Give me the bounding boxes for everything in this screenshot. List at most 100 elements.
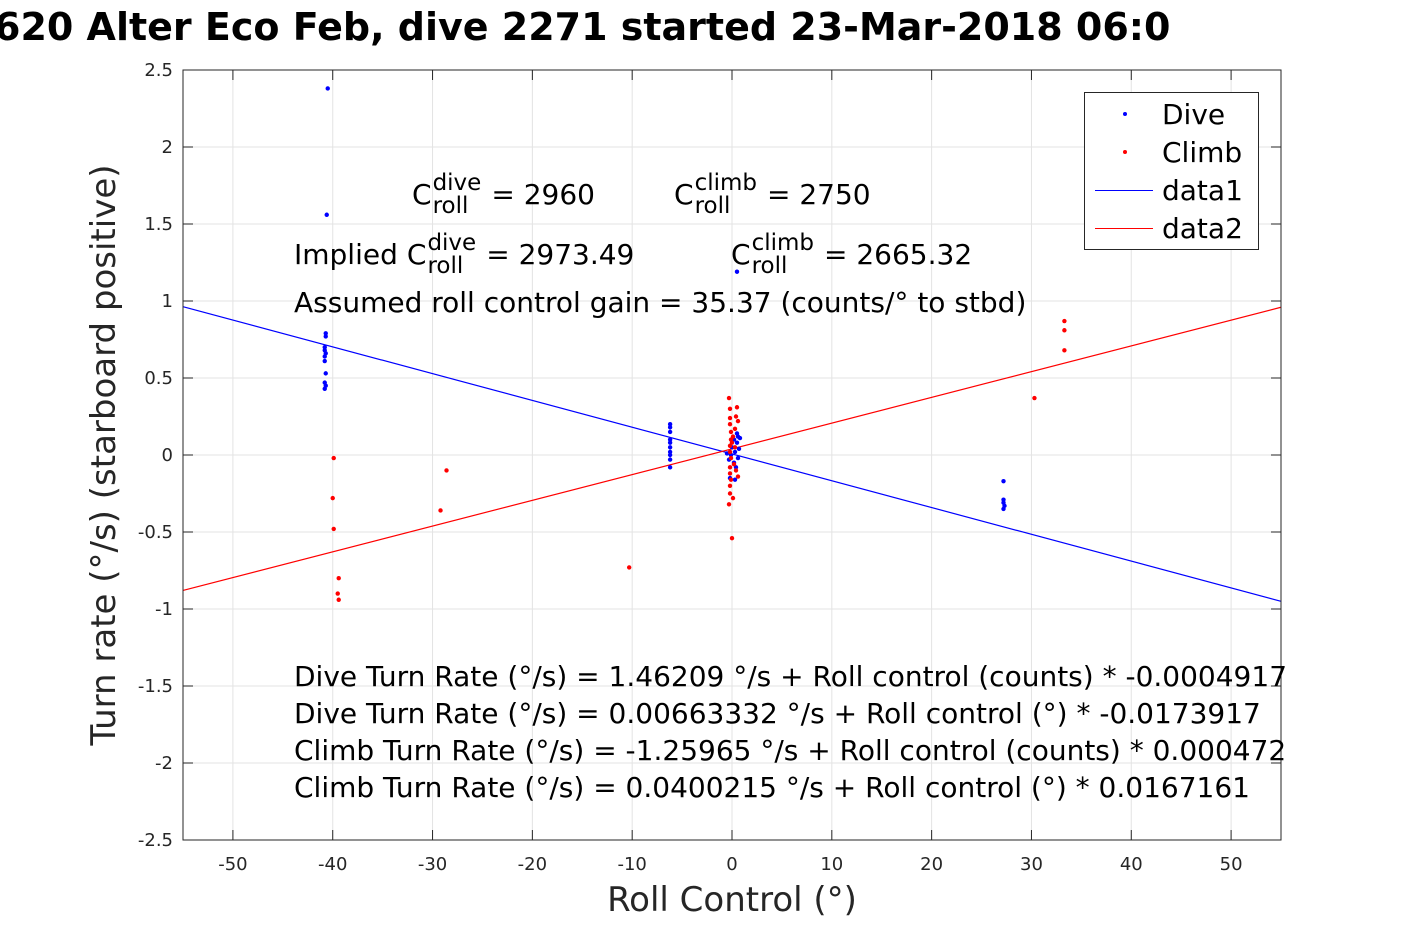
point-dive [322, 345, 327, 350]
legend-marker-climb [1123, 150, 1127, 154]
c-letter: C [406, 238, 427, 271]
legend-label-data1: data1 [1162, 174, 1243, 207]
gain-annotation: Assumed roll control gain = 35.37 (count… [294, 286, 1027, 319]
point-climb [733, 414, 739, 419]
c-roll-climb: C climb roll = 2750 [674, 172, 871, 218]
y-tick-label: 0 [162, 445, 173, 466]
chart-title: 620 Alter Eco Feb, dive 2271 started 23-… [0, 5, 1171, 49]
point-climb [438, 508, 443, 513]
series-layer [182, 86, 1282, 602]
point-dive [735, 455, 741, 461]
point-climb [733, 468, 739, 473]
legend-item-climb: Climb [1085, 134, 1260, 172]
point-climb [735, 474, 741, 479]
point-dive [1001, 497, 1006, 502]
implied-prefix: Implied [294, 238, 398, 271]
sub-roll: roll [432, 193, 469, 219]
y-tick-label: -2.5 [138, 830, 173, 851]
y-tick-label: -2 [155, 753, 173, 774]
legend-item-data2: data2 [1085, 210, 1260, 248]
point-climb [331, 526, 336, 532]
x-tick-label: -30 [418, 854, 447, 875]
sub-roll: roll [694, 193, 731, 219]
x-tick-label: 40 [1120, 854, 1143, 875]
point-dive [324, 212, 329, 217]
legend-label-data2: data2 [1162, 212, 1243, 245]
sub-roll: roll [427, 253, 464, 279]
point-climb [1062, 328, 1067, 333]
x-tick-label: -50 [218, 854, 247, 875]
point-climb [731, 462, 737, 467]
point-climb [727, 406, 733, 411]
x-tick-label: -10 [617, 854, 646, 875]
sup-climb: climb [694, 170, 757, 196]
legend-label-dive: Dive [1162, 98, 1226, 131]
point-dive [734, 269, 740, 274]
point-climb [727, 471, 733, 476]
ticks: -50 -40 -30 -20 -10 0 10 20 30 40 50-2.5-2-1.5-1-0… [138, 60, 1281, 875]
point-dive [322, 358, 327, 364]
point-climb [727, 483, 733, 488]
legend-item-dive: Dive [1085, 96, 1260, 134]
point-climb [729, 535, 735, 541]
implied-dive-value: = 2973.49 [486, 238, 635, 271]
point-climb [727, 415, 733, 421]
equation-4: Climb Turn Rate (°/s) = 0.0400215 °/s + … [294, 771, 1250, 804]
y-axis-label: Turn rate (°/s) (starboard positive) [84, 164, 124, 746]
x-tick-label: -20 [518, 854, 547, 875]
legend-marker-dive [1123, 112, 1127, 116]
point-dive [667, 457, 673, 462]
sup-dive: dive [427, 230, 477, 256]
legend-label-climb: Climb [1162, 136, 1243, 169]
point-dive [667, 429, 673, 435]
point-climb [1032, 395, 1037, 401]
point-dive [1001, 478, 1006, 484]
x-tick-label: 10 [820, 854, 843, 875]
point-climb [729, 440, 735, 445]
point-climb [444, 468, 449, 473]
c-letter: C [412, 178, 432, 211]
point-climb [730, 434, 736, 439]
point-climb [726, 502, 732, 507]
x-axis-label: Roll Control (°) [607, 880, 857, 920]
point-climb [734, 405, 740, 410]
sub-roll: roll [751, 253, 788, 279]
point-climb [732, 445, 738, 450]
x-tick-label: 20 [920, 854, 943, 875]
legend-line-data2 [1095, 228, 1153, 229]
y-tick-label: 2.5 [144, 60, 173, 81]
point-dive [667, 440, 673, 445]
point-dive [732, 449, 738, 455]
point-dive [667, 452, 673, 458]
point-dive [667, 449, 673, 455]
point-climb [727, 491, 733, 496]
point-climb [732, 426, 738, 432]
equation-1: Dive Turn Rate (°/s) = 1.46209 °/s + Rol… [294, 660, 1288, 693]
point-dive [323, 331, 328, 336]
y-tick-label: -1.5 [138, 676, 173, 697]
sup-climb: climb [751, 230, 814, 256]
point-dive [667, 437, 673, 442]
implied-c-roll-climb: C climb roll = 2665.32 [731, 232, 972, 278]
y-tick-label: 1 [162, 291, 173, 312]
point-climb [1062, 348, 1067, 353]
point-dive [1001, 506, 1006, 512]
point-dive [732, 477, 738, 482]
point-dive [667, 422, 673, 427]
legend-item-data1: data1 [1085, 172, 1260, 210]
c-roll-dive: C dive roll = 2960 [412, 172, 595, 218]
point-climb [330, 495, 335, 501]
c-letter: C [731, 238, 751, 271]
point-climb [727, 449, 733, 455]
point-climb [1062, 318, 1067, 324]
point-climb [730, 495, 736, 501]
point-dive [667, 465, 673, 470]
point-climb [728, 429, 734, 435]
x-tick-label: -40 [318, 854, 347, 875]
point-dive [325, 86, 330, 91]
legend-line-data1 [1095, 190, 1153, 191]
c-letter: C [674, 178, 694, 211]
point-dive [667, 425, 673, 430]
y-tick-label: 1.5 [144, 214, 173, 235]
x-tick-label: 30 [1020, 854, 1043, 875]
